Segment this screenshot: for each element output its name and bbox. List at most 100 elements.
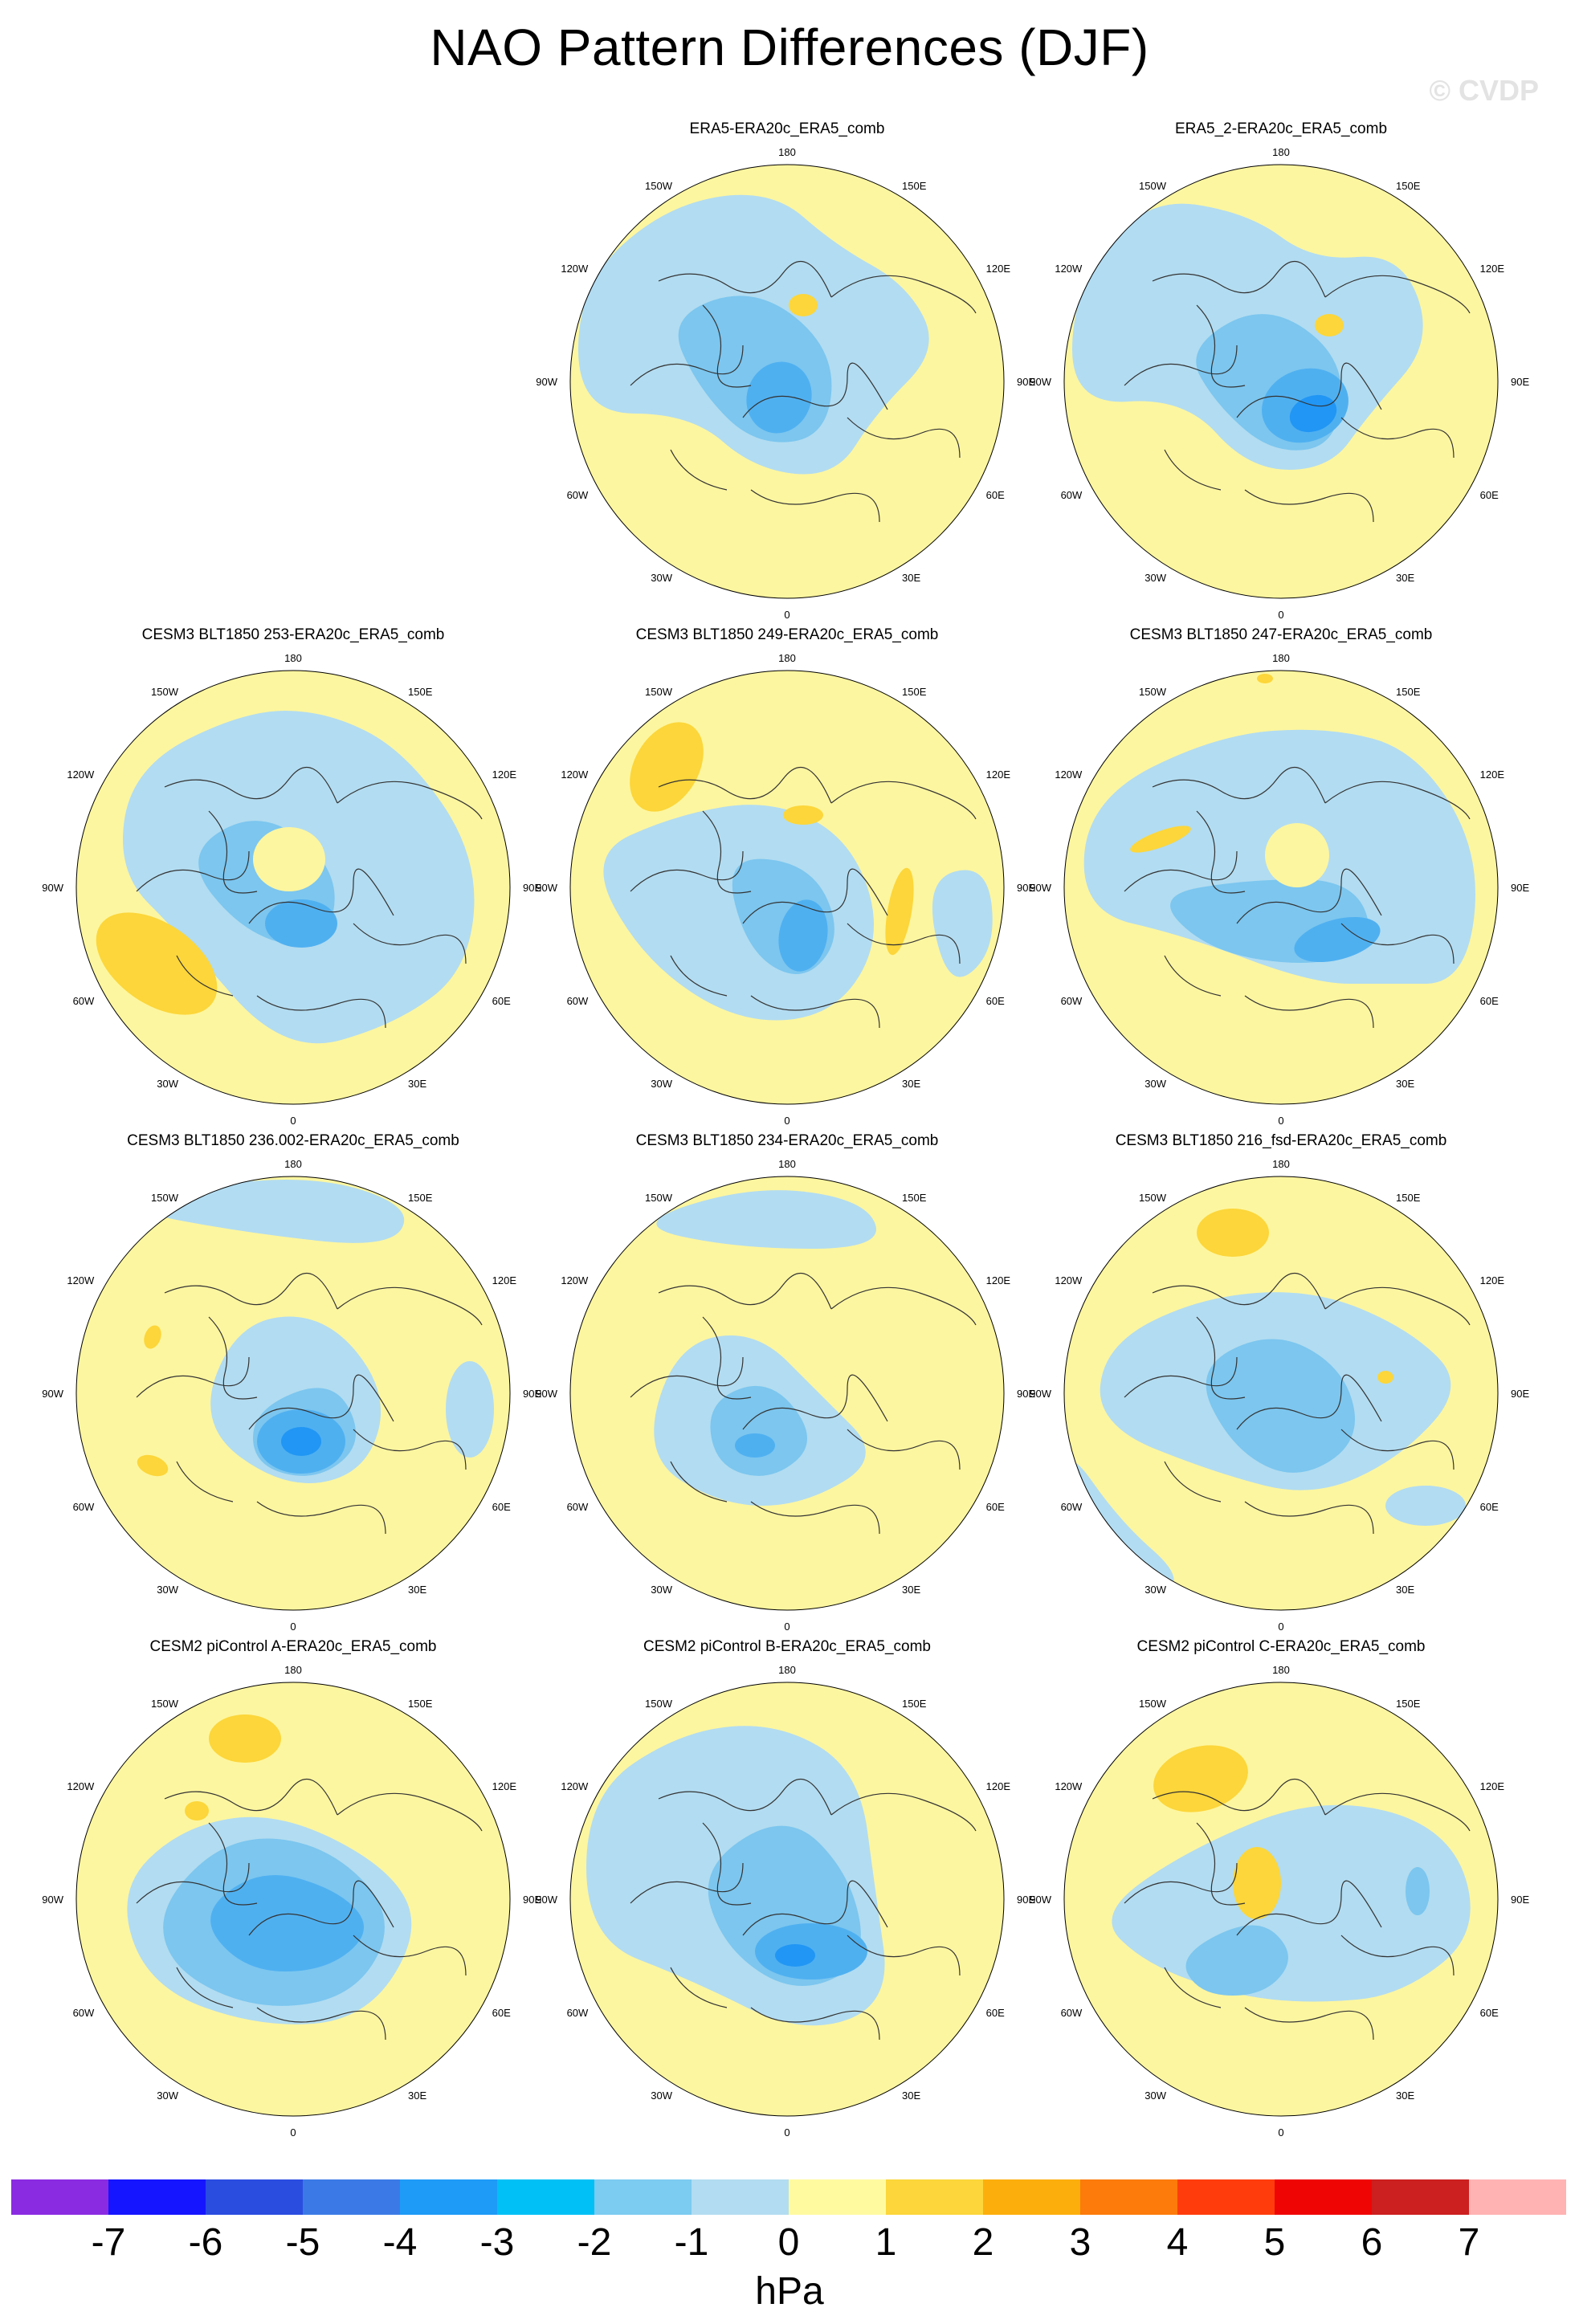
longitude-label: 120E — [986, 263, 1011, 275]
map-border — [75, 1682, 511, 2117]
panel-title: CESM3 BLT1850 236.002-ERA20c_ERA5_comb — [127, 1132, 459, 1149]
cvdp-watermark: © CVDP — [1429, 74, 1539, 107]
colorbar-box — [497, 2179, 594, 2215]
map-border — [1063, 1176, 1499, 1611]
map-border — [569, 164, 1005, 599]
longitude-label: 90E — [1511, 376, 1529, 388]
longitude-label: 60W — [1061, 489, 1083, 501]
longitude-label: 150W — [1139, 686, 1167, 698]
longitude-label: 90W — [1030, 1388, 1051, 1400]
contour-region — [778, 899, 828, 972]
longitude-label: 180 — [1272, 1158, 1290, 1170]
longitude-label: 150E — [408, 686, 433, 698]
longitude-label: 120E — [1480, 769, 1505, 781]
longitude-label: 30E — [902, 572, 920, 584]
contour-region — [1067, 1462, 1174, 1593]
colorbar-tick-label: 4 — [1166, 2221, 1189, 2264]
longitude-label: 30W — [651, 572, 672, 584]
contour-region — [1265, 823, 1329, 887]
longitude-label: 150W — [1139, 180, 1167, 192]
map-panel-1: ERA5-ERA20c_ERA5_comb 180 150E 120E 90E 60E 3… — [536, 120, 1035, 621]
panel-title: CESM3 BLT1850 253-ERA20c_ERA5_comb — [141, 626, 445, 643]
longitude-label: 180 — [284, 652, 302, 664]
contour-region — [253, 827, 325, 891]
contour-region — [1406, 1867, 1430, 1915]
map-panel-6: CESM3 BLT1850 236.002-ERA20c_ERA5_comb 1… — [42, 1132, 541, 1633]
longitude-label: 120E — [492, 1780, 517, 1792]
colorbar-box — [11, 2179, 108, 2215]
longitude-label: 60E — [986, 489, 1005, 501]
map-contours — [76, 1682, 510, 2116]
longitude-label: 30E — [1396, 2090, 1414, 2102]
longitude-label: 30W — [157, 1078, 178, 1090]
map-contours — [76, 671, 510, 1104]
colorbar-box — [108, 2179, 206, 2215]
longitude-label: 60W — [1061, 2007, 1083, 2019]
contour-region — [261, 675, 293, 699]
colorbar-tick-label: 1 — [875, 2221, 897, 2264]
panel-title: ERA5-ERA20c_ERA5_comb — [689, 120, 885, 137]
longitude-label: 120W — [67, 1274, 95, 1286]
contour-region — [1233, 1847, 1281, 1919]
longitude-label: 0 — [784, 2126, 790, 2138]
longitude-label: 90W — [42, 882, 63, 894]
longitude-labels: 180 150E 120E 90E 60E 30E 0 30W 60W 90W 120W 150W — [42, 652, 541, 1127]
panel-title: CESM3 BLT1850 249-ERA20c_ERA5_comb — [635, 626, 939, 643]
colorbar-tick-label: 7 — [1458, 2221, 1480, 2264]
longitude-label: 60E — [1480, 489, 1499, 501]
longitude-label: 30W — [157, 1584, 178, 1596]
longitude-label: 120E — [492, 769, 517, 781]
map-panel-5: CESM3 BLT1850 247-ERA20c_ERA5_comb 180 15… — [1030, 626, 1529, 1127]
longitude-label: 120E — [1480, 263, 1505, 275]
polar-map: 180 150E 120E 90E 60E 30E 0 30W 60W 90W 120W 150W — [42, 1664, 541, 2138]
map-contours — [1064, 671, 1498, 1104]
polar-map: 180 150E 120E 90E 60E 30E 0 30W 60W 90W 120W 150W — [1030, 146, 1529, 621]
contour-region — [656, 1190, 876, 1249]
map-border — [1063, 670, 1499, 1105]
longitude-label: 120E — [986, 1780, 1011, 1792]
longitude-label: 60W — [567, 2007, 589, 2019]
contour-region — [746, 361, 812, 434]
map-panel-7: CESM3 BLT1850 234-ERA20c_ERA5_comb 180 15… — [536, 1132, 1035, 1633]
longitude-label: 0 — [1278, 2126, 1283, 2138]
longitude-label: 30E — [902, 2090, 920, 2102]
longitude-label: 30W — [1144, 1584, 1166, 1596]
contour-region — [1377, 1371, 1393, 1384]
longitude-label: 180 — [778, 652, 796, 664]
contour-region — [885, 867, 914, 956]
longitude-label: 60W — [73, 995, 95, 1007]
longitude-label: 120W — [67, 769, 95, 781]
longitude-label: 150W — [645, 1698, 673, 1710]
contour-region — [210, 1875, 364, 1971]
contour-region — [1385, 1486, 1466, 1526]
longitude-labels: 180 150E 120E 90E 60E 30E 0 30W 60W 90W 120W 150W — [42, 1664, 541, 2138]
colorbar-tick-label: -2 — [577, 2221, 612, 2264]
longitude-label: 180 — [1272, 146, 1290, 158]
coastlines — [1124, 260, 1471, 523]
longitude-label: 30E — [1396, 1584, 1414, 1596]
colorbar-box — [886, 2179, 983, 2215]
colorbar-box — [1275, 2179, 1372, 2215]
longitude-label: 30E — [408, 2090, 426, 2102]
colorbar-tick-label: 6 — [1361, 2221, 1383, 2264]
map-panel-10: CESM2 piControl B-ERA20c_ERA5_comb 180 15… — [536, 1638, 1035, 2138]
longitude-label: 0 — [1278, 1115, 1283, 1127]
map-panel-4: CESM3 BLT1850 249-ERA20c_ERA5_comb 180 15… — [536, 626, 1035, 1127]
longitude-label: 30W — [1144, 572, 1166, 584]
longitude-label: 150E — [902, 1698, 927, 1710]
contour-region — [783, 805, 823, 825]
contour-region — [209, 1714, 281, 1763]
contour-region — [1153, 1745, 1248, 1812]
contour-region — [96, 912, 218, 1015]
panel-title: CESM2 piControl A-ERA20c_ERA5_comb — [149, 1638, 437, 1655]
longitude-label: 60E — [1480, 2007, 1499, 2019]
longitude-label: 150W — [645, 1192, 673, 1204]
longitude-label: 60W — [73, 2007, 95, 2019]
longitude-label: 120E — [1480, 1780, 1505, 1792]
coastlines — [136, 1272, 483, 1535]
contour-region — [735, 1433, 775, 1458]
map-contours — [570, 1176, 1004, 1610]
contour-region — [1206, 1339, 1355, 1473]
contour-region — [1294, 916, 1381, 963]
longitude-label: 90W — [1030, 882, 1051, 894]
